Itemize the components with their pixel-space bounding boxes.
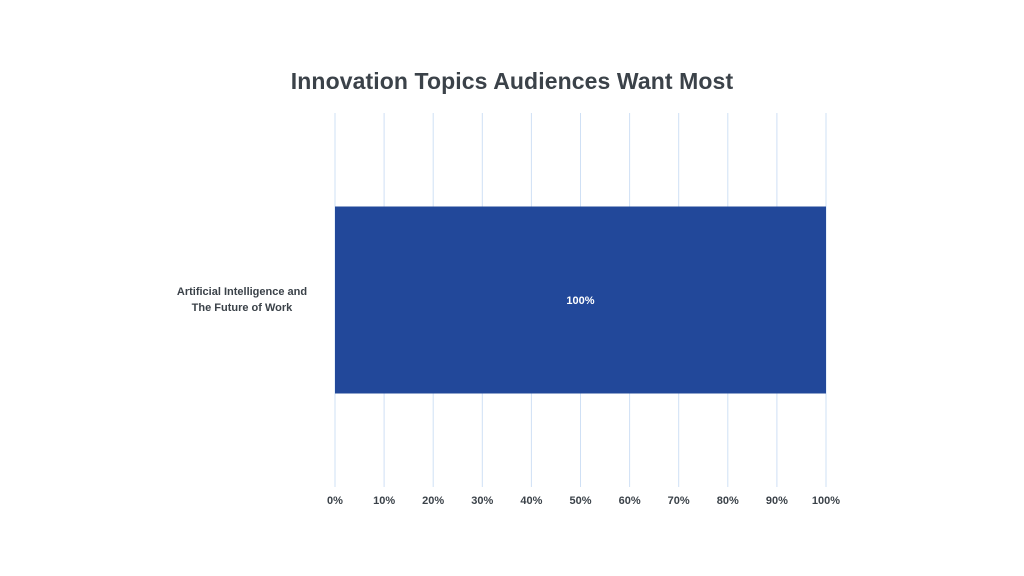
bars: 100%	[335, 206, 826, 394]
x-tick-label: 0%	[327, 495, 343, 507]
x-tick-label: 80%	[717, 495, 739, 507]
x-tick-label: 100%	[812, 495, 840, 507]
x-tick-label: 50%	[569, 495, 591, 507]
bar	[335, 206, 826, 394]
bar-data-label: 100%	[566, 295, 594, 307]
x-tick-label: 10%	[373, 495, 395, 507]
chart-title: Innovation Topics Audiences Want Most	[290, 68, 734, 94]
x-tick-label: 90%	[766, 495, 788, 507]
x-tick-label: 70%	[668, 495, 690, 507]
x-tick-label: 20%	[422, 495, 444, 507]
x-tick-label: 60%	[619, 495, 641, 507]
x-tick-label: 40%	[520, 495, 542, 507]
x-tick-label: 30%	[471, 495, 493, 507]
x-axis-ticks: 0% 10% 20% 30% 40% 50% 60% 70% 80% 90% 100%	[327, 495, 840, 507]
y-category-label: Artificial Intelligence and The Future o…	[176, 286, 308, 314]
